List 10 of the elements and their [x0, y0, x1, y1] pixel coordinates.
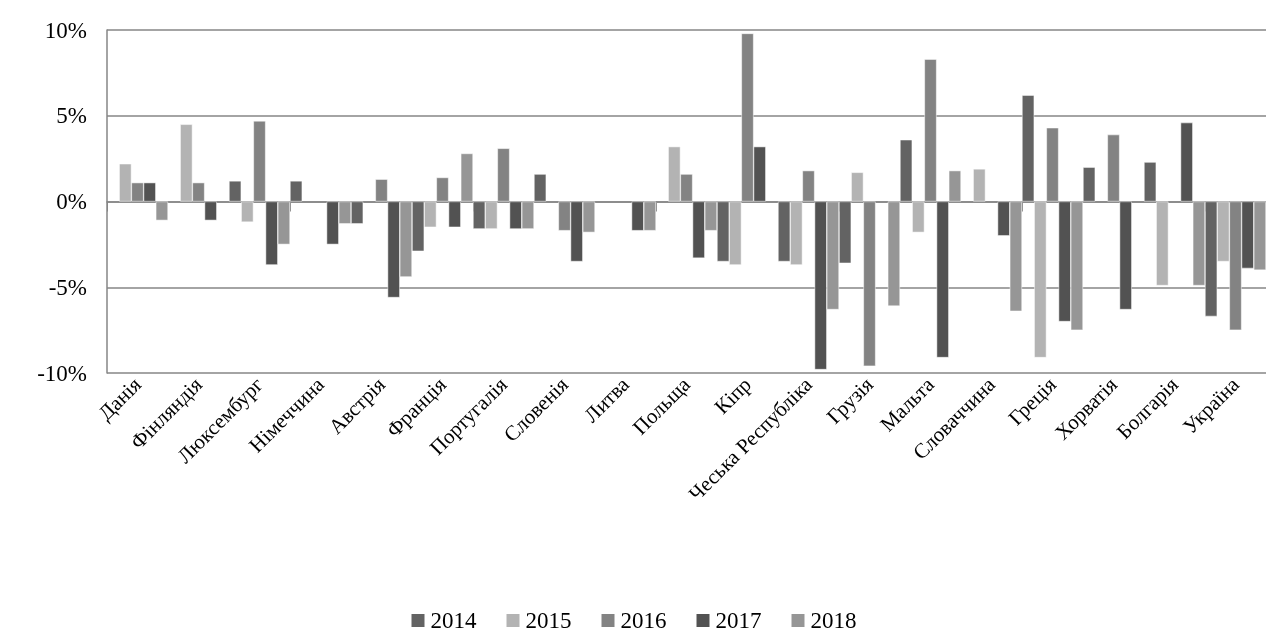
legend-label: 2018 [810, 608, 857, 633]
y-tick-label: 10% [44, 17, 87, 43]
y-tick-label: -5% [48, 274, 87, 300]
y-tick-label: 5% [56, 103, 87, 129]
legend-label: 2017 [715, 608, 762, 633]
y-tick-label: -10% [37, 360, 87, 386]
legend-label: 2015 [525, 608, 572, 633]
legend-label: 2016 [620, 608, 667, 633]
y-tick-label: 0% [56, 189, 87, 214]
legend-label: 2014 [430, 608, 477, 633]
